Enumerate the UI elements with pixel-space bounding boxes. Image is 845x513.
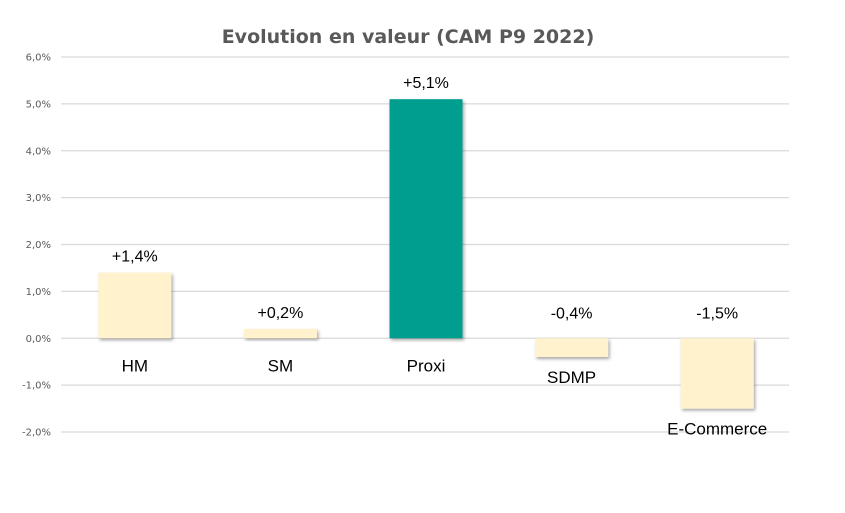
y-axis-ticks: 6,0% 5,0% 4,0% 3,0% 2,0% 1,0% 0,0% -1,0% -2,0%: [22, 53, 51, 439]
data-label: +5,1%: [403, 75, 449, 92]
y-tick-label: 2,0%: [26, 240, 51, 251]
y-tick-label: 4,0%: [26, 146, 51, 157]
data-label: -1,5%: [696, 305, 738, 322]
data-label: +0,2%: [257, 305, 303, 322]
bar-hm: [98, 272, 172, 339]
bar-e-commerce: [680, 338, 754, 409]
data-label: -0,4%: [551, 305, 593, 322]
y-tick-label: -2,0%: [22, 428, 51, 439]
bar-sdmp: [535, 338, 609, 357]
category-labels: HM SM Proxi SDMP E-Commerce: [122, 356, 768, 438]
data-label: +1,4%: [112, 249, 158, 266]
category-label: SM: [268, 356, 294, 375]
category-label: Proxi: [407, 356, 446, 375]
y-tick-label: 3,0%: [26, 193, 51, 204]
category-label: E-Commerce: [667, 420, 767, 439]
y-tick-label: 6,0%: [26, 53, 51, 64]
y-tick-label: 1,0%: [26, 287, 51, 298]
category-label: HM: [122, 356, 148, 375]
bar-sm: [243, 328, 317, 339]
y-tick-label: 0,0%: [26, 334, 51, 345]
bars: [98, 99, 754, 409]
data-labels: +1,4% +0,2% +5,1% -0,4% -1,5%: [112, 75, 738, 322]
y-tick-label: 5,0%: [26, 99, 51, 110]
category-label: SDMP: [547, 368, 596, 387]
y-tick-label: -1,0%: [22, 381, 51, 392]
chart-title: Evolution en valeur (CAM P9 2022): [222, 26, 595, 48]
bar-proxi: [389, 99, 463, 339]
